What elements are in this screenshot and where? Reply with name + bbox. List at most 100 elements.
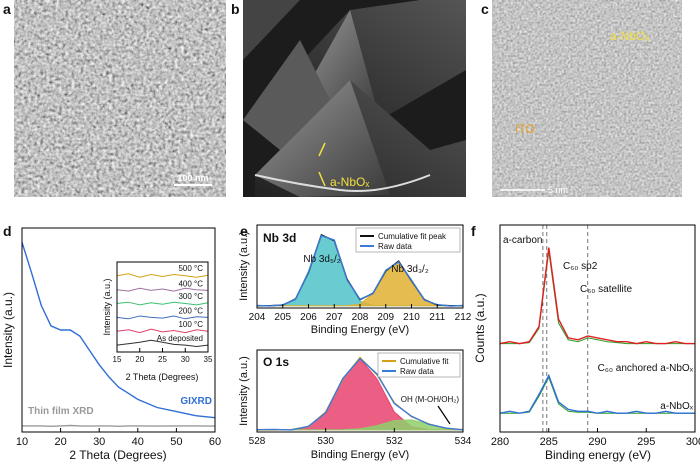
- series-line: [116, 287, 209, 292]
- legend-label: GIXRD: [180, 396, 212, 407]
- series-line: [116, 328, 209, 334]
- tem-image: [492, 0, 682, 197]
- series-line: [116, 339, 209, 348]
- arrow: [318, 171, 326, 187]
- series-line: [22, 424, 216, 428]
- x-tick-label: 290: [588, 436, 606, 448]
- annotation: Nb 3d₅/₂: [303, 254, 340, 265]
- legend-label: 400 °C: [178, 279, 203, 288]
- annotation-arrow: [437, 405, 451, 425]
- legend-label: 500 °C: [178, 264, 203, 273]
- legend-label: Thin film XRD: [28, 406, 94, 417]
- x-tick-label: 300: [686, 436, 700, 448]
- reference-label: C₆₀ satellite: [580, 284, 633, 295]
- x-tick-label: 20: [135, 355, 144, 364]
- x-tick-label: 530: [317, 436, 334, 447]
- x-tick-label: 285: [540, 436, 558, 448]
- image-annotation: a-NbOₓ: [610, 29, 649, 43]
- plot-frame: [256, 349, 464, 433]
- series-line: [21, 242, 216, 419]
- legend-label: As deposited: [157, 334, 203, 343]
- x-tick-label: 20: [54, 436, 66, 448]
- pyramid: [243, 40, 330, 150]
- panel-label: c: [481, 1, 489, 17]
- legend-label: a-NbOₓ: [660, 401, 693, 412]
- legend-label: 100 °C: [178, 320, 203, 329]
- legend-label: Raw data: [400, 367, 434, 376]
- x-tick-label: 15: [113, 355, 122, 364]
- x-tick-label: 50: [170, 436, 182, 448]
- x-tick-label: 207: [326, 312, 343, 323]
- x-tick-label: 30: [93, 436, 105, 448]
- series-line: [256, 234, 464, 307]
- scale-label: 5 nm: [548, 185, 568, 195]
- x-tick-label: 211: [429, 312, 445, 323]
- legend-label: Cumulative fit peak: [378, 232, 447, 241]
- x-tick-label: 534: [455, 436, 472, 447]
- x-axis-label: Binding Energy (eV): [311, 449, 409, 461]
- x-tick-label: 532: [386, 436, 403, 447]
- arrow: [318, 142, 326, 157]
- sem-image: [14, 0, 226, 197]
- legend-label: 300 °C: [178, 292, 203, 301]
- legend-box: [355, 227, 461, 253]
- panel-label: e: [240, 223, 248, 239]
- sem-pyramids: [243, 0, 466, 197]
- plot-frame: [21, 227, 216, 433]
- x-axis-label: Binding energy (eV): [545, 448, 651, 462]
- panel-label: b: [231, 1, 240, 17]
- y-axis-label: Intensity (a.u.): [238, 356, 250, 426]
- legend-label: Cumulative fit: [400, 357, 449, 366]
- series-line: [116, 315, 209, 320]
- x-axis-label: Binding Energy (eV): [311, 324, 409, 336]
- series-line: [116, 301, 209, 306]
- legend-label: Raw data: [378, 242, 412, 251]
- x-axis-label: 2 Theta (Degrees): [69, 448, 166, 462]
- reference-label: a-carbon: [503, 235, 542, 246]
- panel-title: Nb 3d: [263, 231, 296, 245]
- image-annotation: a-NbOₓ: [330, 175, 369, 189]
- panel-label: d: [3, 223, 12, 239]
- series-line: [256, 357, 464, 431]
- x-tick-label: 280: [491, 436, 509, 448]
- x-tick-label: 208: [352, 312, 369, 323]
- series-line: [499, 247, 695, 345]
- annotation: Nb 3d₃/₂: [391, 264, 429, 275]
- series-line: [499, 373, 695, 414]
- y-axis-label: Counts (a.u.): [473, 293, 487, 362]
- reference-label: C₆₀ sp2: [563, 261, 598, 272]
- y-axis-label: Intensity (a.u.): [1, 292, 15, 368]
- annotation: OH (M-OH/OH₂): [401, 395, 460, 404]
- y-axis-label: Intensity (a.u.): [238, 231, 250, 301]
- panel-label: a: [3, 1, 11, 17]
- x-tick-label: 210: [403, 312, 420, 323]
- x-tick-label: 40: [132, 436, 144, 448]
- pyramid: [243, 0, 300, 60]
- x-tick-label: 60: [209, 436, 221, 448]
- x-tick-label: 528: [249, 436, 266, 447]
- pyramid: [255, 80, 390, 197]
- edge: [254, 174, 431, 192]
- legend-box: [377, 352, 461, 378]
- x-tick-label: 295: [637, 436, 655, 448]
- x-tick-label: 205: [274, 312, 291, 323]
- x-tick-label: 204: [249, 312, 266, 323]
- x-tick-label: 30: [181, 355, 190, 364]
- x-axis-label: 2 Theta (Degrees): [126, 372, 199, 382]
- x-tick-label: 10: [16, 436, 28, 448]
- scale-label: 100 nm: [177, 173, 208, 183]
- x-tick-label: 212: [455, 312, 472, 323]
- fit-component-line: [500, 251, 695, 345]
- x-tick-label: 206: [300, 312, 317, 323]
- x-tick-label: 35: [204, 355, 213, 364]
- legend-label: 200 °C: [178, 306, 203, 315]
- legend-label: C₆₀ anchored a-NbOₓ: [598, 363, 694, 374]
- x-tick-label: 25: [158, 355, 167, 364]
- x-tick-label: 209: [377, 312, 394, 323]
- panel-title: O 1s: [263, 355, 289, 369]
- panel-label: f: [471, 223, 476, 239]
- image-annotation: ITO: [515, 122, 535, 136]
